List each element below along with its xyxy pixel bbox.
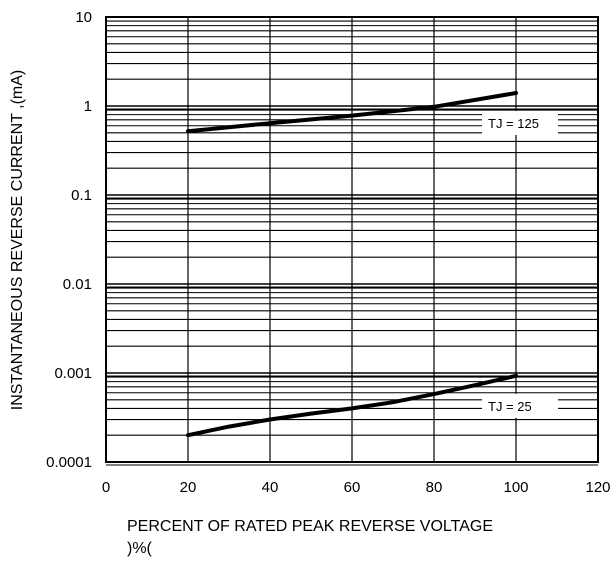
- x-tick-label: 80: [426, 479, 443, 496]
- y-tick-label: 1: [84, 98, 92, 115]
- x-axis: 0 20 40 60 80 100 120: [102, 479, 611, 496]
- x-axis-title: PERCENT OF RATED PEAK REVERSE VOLTAGE: [127, 518, 493, 535]
- y-axis: 0.0001 0.001 0.01 0.1 1 10: [46, 9, 92, 471]
- x-tick-label: 60: [344, 479, 361, 496]
- series-line-tj-125: [186, 91, 518, 134]
- y-tick-label: 10: [75, 9, 92, 26]
- x-tick-label: 20: [180, 479, 197, 496]
- x-tick-label: 100: [503, 479, 528, 496]
- y-tick-label: 0.1: [71, 187, 92, 204]
- series-group: TJ = 125 TJ = 25: [186, 91, 558, 438]
- y-axis-title: INSTANTANEOUS REVERSE CURRENT ,(mA): [9, 70, 26, 410]
- series-label-box: [482, 393, 558, 418]
- y-tick-label: 0.0001: [46, 454, 92, 471]
- x-tick-label: 40: [262, 479, 279, 496]
- series-label-box: [482, 110, 558, 135]
- x-axis-title-unit: )%(: [127, 540, 153, 557]
- y-tick-label: 0.001: [54, 365, 92, 382]
- series-line-tj-25: [186, 373, 518, 438]
- x-tick-label: 0: [102, 479, 110, 496]
- series-label: TJ = 25: [488, 399, 532, 414]
- x-tick-label: 120: [585, 479, 610, 496]
- y-tick-label: 0.01: [63, 276, 92, 293]
- series-label: TJ = 125: [488, 116, 539, 131]
